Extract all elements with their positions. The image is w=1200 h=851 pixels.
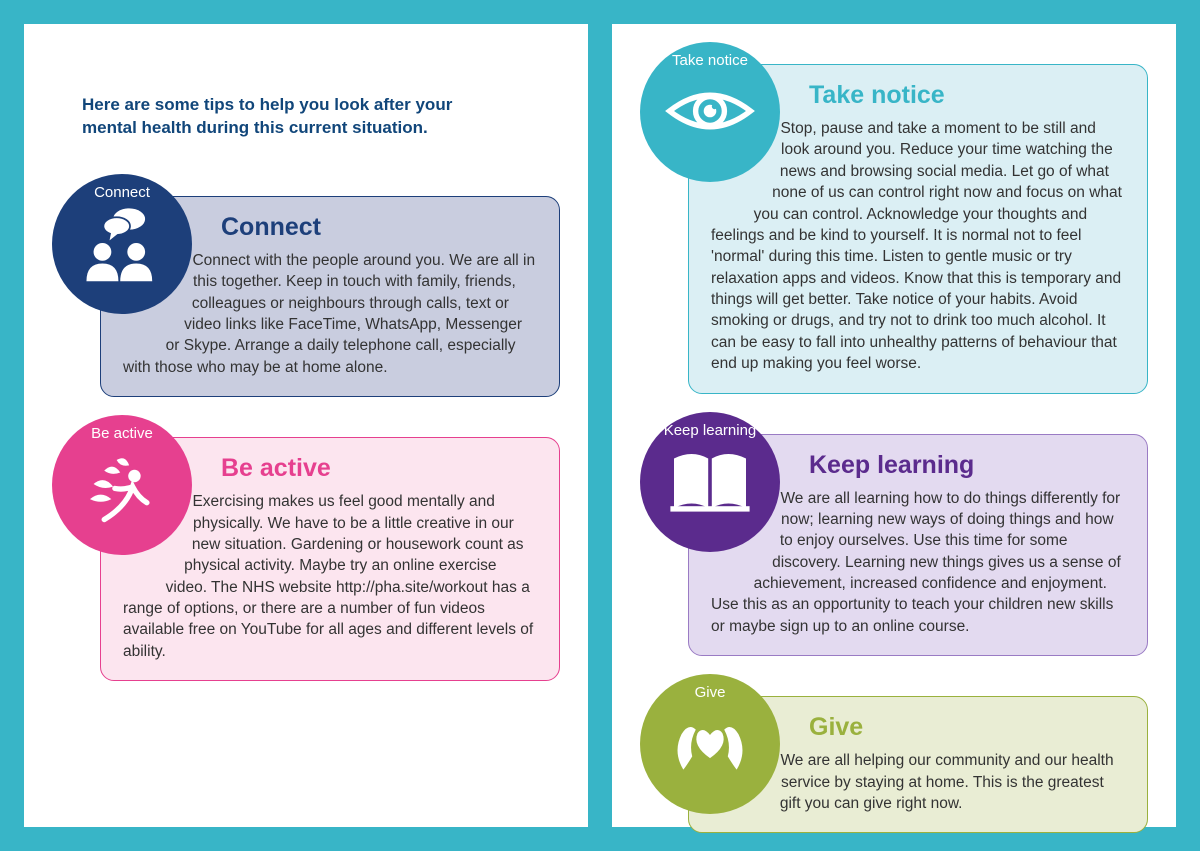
badge-beactive: Be active — [52, 415, 192, 555]
badge-label-connect: Connect — [94, 184, 150, 201]
card-text-beactive: Exercising makes us feel good mentally a… — [123, 491, 537, 662]
badge-connect: Connect — [52, 174, 192, 314]
card-connect: Connect Connect Connect with the people … — [52, 196, 560, 397]
badge-takenotice: Take notice — [640, 42, 780, 182]
badge-label-takenotice: Take notice — [672, 52, 748, 69]
card-title-connect: Connect — [221, 213, 537, 242]
card-title-takenotice: Take notice — [809, 81, 1125, 110]
card-takenotice: Take notice Take notice Stop, pause and … — [640, 64, 1148, 394]
card-beactive: Be active Be active Exercising makes us … — [52, 437, 560, 681]
badge-label-give: Give — [695, 684, 726, 701]
card-title-keeplearning: Keep learning — [809, 451, 1125, 480]
card-title-beactive: Be active — [221, 454, 537, 483]
badge-keeplearning: Keep learning — [640, 412, 780, 552]
people-chat-icon — [77, 203, 167, 283]
badge-label-beactive: Be active — [91, 425, 153, 442]
card-title-give: Give — [809, 713, 1125, 742]
hands-heart-icon — [665, 703, 755, 783]
active-leaf-icon — [77, 444, 167, 524]
eye-icon — [665, 71, 755, 151]
badge-give: Give — [640, 674, 780, 814]
book-icon — [665, 441, 755, 521]
intro-text: Here are some tips to help you look afte… — [82, 94, 482, 140]
card-keeplearning: Keep learning Keep learning We are all l… — [640, 434, 1148, 657]
card-give: Give Give We are all helping our communi… — [640, 696, 1148, 833]
right-page: Take notice Take notice Stop, pause and … — [612, 24, 1176, 827]
badge-label-keeplearning: Keep learning — [664, 422, 757, 439]
card-text-takenotice: Stop, pause and take a moment to be stil… — [711, 118, 1125, 375]
left-page: Here are some tips to help you look afte… — [24, 24, 588, 827]
